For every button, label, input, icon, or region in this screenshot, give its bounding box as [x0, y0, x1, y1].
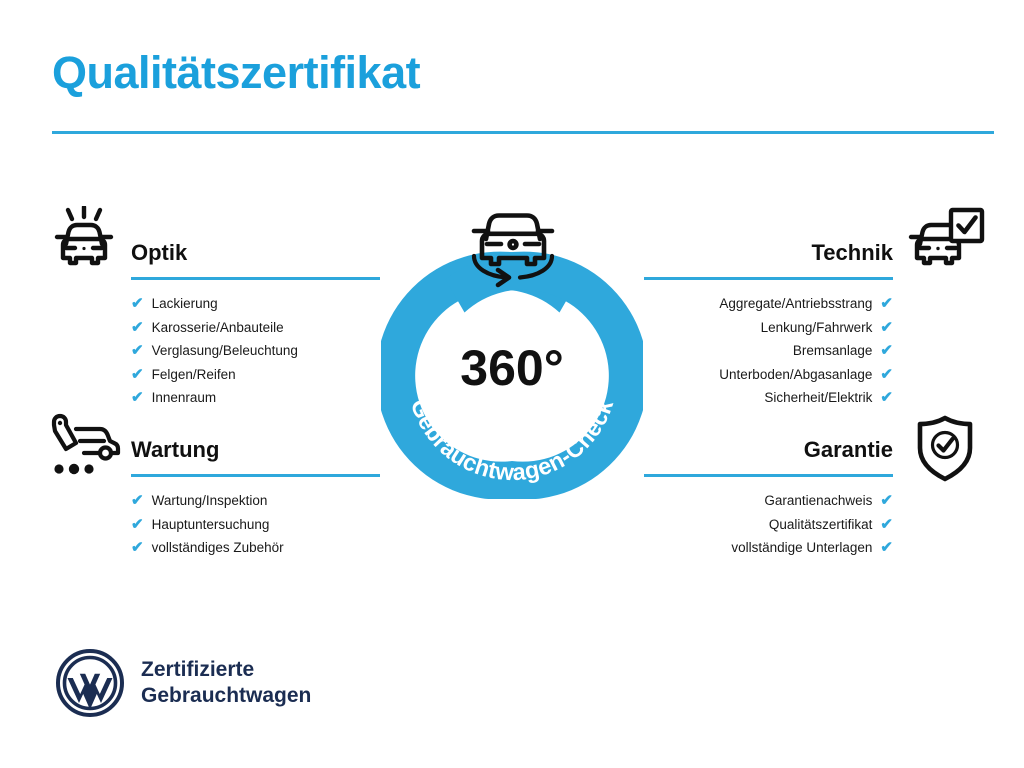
footer-line-2: Gebrauchtwagen [141, 684, 312, 707]
list-item-label: Verglasung/Beleuchtung [151, 343, 298, 358]
check-icon: ✔ [880, 539, 893, 557]
car-service-tool-icon [46, 412, 124, 478]
page-title: Qualitätszertifikat [52, 47, 421, 98]
section-wartung-divider [131, 474, 380, 477]
list-item: Aggregate/Antriebsstrang ✔ [644, 292, 893, 316]
section-garantie-title: Garantie [803, 437, 893, 462]
check-icon: ✔ [880, 389, 893, 407]
list-item: Bremsanlage ✔ [644, 339, 893, 363]
check-icon: ✔ [131, 295, 144, 313]
ring-left-arc [381, 251, 579, 499]
list-item-label: Felgen/Reifen [151, 366, 236, 382]
list-item-label: Garantienachweis [764, 493, 873, 508]
check-icon: ✔ [131, 539, 144, 557]
list-item-label: Qualitätszertifikat [768, 516, 873, 532]
section-optik-divider [131, 277, 380, 280]
list-item: Qualitätszertifikat ✔ [644, 513, 893, 537]
title-divider [52, 131, 994, 134]
list-item-label: Karosserie/Anbauteile [151, 319, 284, 335]
list-item: Unterboden/Abgasanlage ✔ [644, 363, 893, 387]
shield-check-icon [912, 414, 978, 484]
check-icon: ✔ [880, 342, 893, 360]
list-item-label: Innenraum [151, 390, 217, 405]
list-item: ✔ Lackierung [131, 292, 380, 316]
section-optik: Optik ✔ Lackierung ✔ Karosserie/Anbautei… [131, 238, 380, 410]
section-garantie-list: Garantienachweis ✔ Qualitätszertifikat ✔… [644, 489, 893, 560]
list-item: ✔ Hauptuntersuchung [131, 513, 380, 537]
section-wartung-title: Wartung [131, 437, 220, 462]
section-technik-header: Technik [644, 238, 893, 280]
footer-line-1: Zertifizierte [141, 658, 255, 681]
check-icon: ✔ [131, 492, 144, 510]
list-item-label: Lackierung [151, 296, 218, 311]
section-garantie-divider [644, 474, 893, 477]
footer-brand: Zertifizierte Gebrauchtwagen [55, 648, 311, 718]
list-item-label: Unterboden/Abgasanlage [719, 366, 873, 382]
vw-logo-icon [56, 649, 124, 717]
list-item: ✔ Felgen/Reifen [131, 363, 380, 387]
check-icon: ✔ [131, 318, 144, 336]
badge-center-label: 360° [460, 340, 564, 396]
ring-right-arc [445, 251, 643, 499]
section-optik-list: ✔ Lackierung ✔ Karosserie/Anbauteile ✔ V… [131, 292, 380, 410]
check-icon: ✔ [880, 492, 893, 510]
section-garantie-header: Garantie [644, 435, 893, 477]
check-icon: ✔ [880, 295, 893, 313]
section-wartung-list: ✔ Wartung/Inspektion ✔ Hauptuntersuchung… [131, 489, 380, 560]
section-garantie: Garantie Garantienachweis ✔ Qualitätszer… [644, 435, 893, 560]
list-item: ✔ Wartung/Inspektion [131, 489, 380, 513]
list-item-label: Hauptuntersuchung [151, 516, 270, 532]
section-technik-list: Aggregate/Antriebsstrang ✔ Lenkung/Fahrw… [644, 292, 893, 410]
car-shine-icon [48, 206, 120, 276]
section-optik-title: Optik [131, 240, 188, 265]
list-item: Garantienachweis ✔ [644, 489, 893, 513]
list-item-label: Bremsanlage [792, 343, 873, 358]
section-wartung-header: Wartung [131, 435, 380, 477]
check-icon: ✔ [131, 365, 144, 383]
list-item: vollständige Unterlagen ✔ [644, 536, 893, 560]
check-icon: ✔ [880, 515, 893, 533]
list-item-label: Lenkung/Fahrwerk [760, 319, 873, 335]
list-item: ✔ Karosserie/Anbauteile [131, 316, 380, 340]
list-item: ✔ Verglasung/Beleuchtung [131, 339, 380, 363]
badge-360-ring: Gebrauchtwagen-Check [381, 251, 643, 499]
list-item-label: Wartung/Inspektion [151, 493, 268, 508]
list-item-label: Aggregate/Antriebsstrang [719, 296, 873, 311]
list-item: Sicherheit/Elektrik ✔ [644, 386, 893, 410]
footer-text: Zertifizierte Gebrauchtwagen [141, 657, 311, 709]
check-icon: ✔ [880, 318, 893, 336]
section-technik: Technik Aggregate/Antriebsstrang ✔ Lenku… [644, 238, 893, 410]
list-item-label: vollständige Unterlagen [731, 540, 873, 555]
check-icon: ✔ [131, 389, 144, 407]
section-technik-title: Technik [811, 240, 893, 265]
section-technik-divider [644, 277, 893, 280]
list-item-label: Sicherheit/Elektrik [764, 390, 873, 405]
car-rotate-icon [458, 196, 568, 296]
section-wartung: Wartung ✔ Wartung/Inspektion ✔ Hauptunte… [131, 435, 380, 560]
list-item-label: vollständiges Zubehör [151, 540, 284, 555]
check-icon: ✔ [131, 342, 144, 360]
check-icon: ✔ [880, 365, 893, 383]
list-item: ✔ Innenraum [131, 386, 380, 410]
list-item: Lenkung/Fahrwerk ✔ [644, 316, 893, 340]
list-item: ✔ vollständiges Zubehör [131, 536, 380, 560]
section-optik-header: Optik [131, 238, 380, 280]
check-icon: ✔ [131, 515, 144, 533]
car-checkbox-icon [906, 206, 986, 276]
